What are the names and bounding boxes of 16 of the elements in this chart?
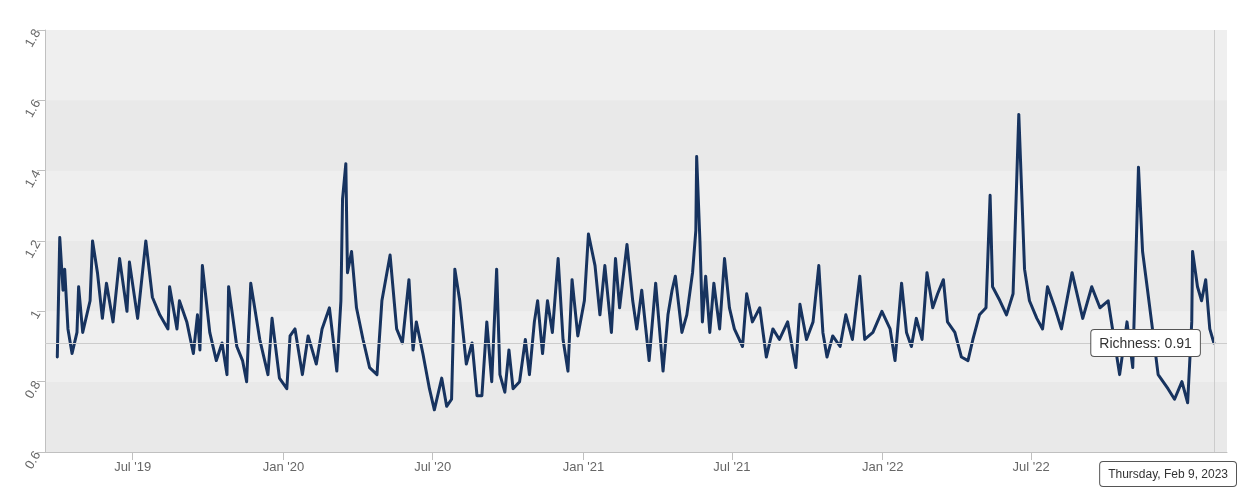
y-tick-label: 1.8 <box>21 26 44 50</box>
x-tick-label: Jan '21 <box>562 459 605 474</box>
x-tick-label: Jul '20 <box>414 459 452 474</box>
x-tick-label: Jan '22 <box>861 459 904 474</box>
x-tick-label: Jan '20 <box>262 459 305 474</box>
y-tick-label: 1 <box>26 307 44 322</box>
y-tick-label: 1.2 <box>21 237 44 261</box>
y-tick-label: 0.8 <box>21 377 44 402</box>
x-tick-label: Jul '19 <box>114 459 152 474</box>
y-tick-label: 1.6 <box>21 96 44 120</box>
y-tick-label: 1.4 <box>21 166 44 191</box>
x-tick-label: Jul '22 <box>1012 459 1050 474</box>
text: Thursday, Feb 9, 2023 <box>1108 467 1229 481</box>
annotation: Richness: 0.91 <box>1099 334 1193 351</box>
y-tick-label: 0.6 <box>21 448 44 472</box>
x-tick-label: Jul '21 <box>713 459 751 474</box>
